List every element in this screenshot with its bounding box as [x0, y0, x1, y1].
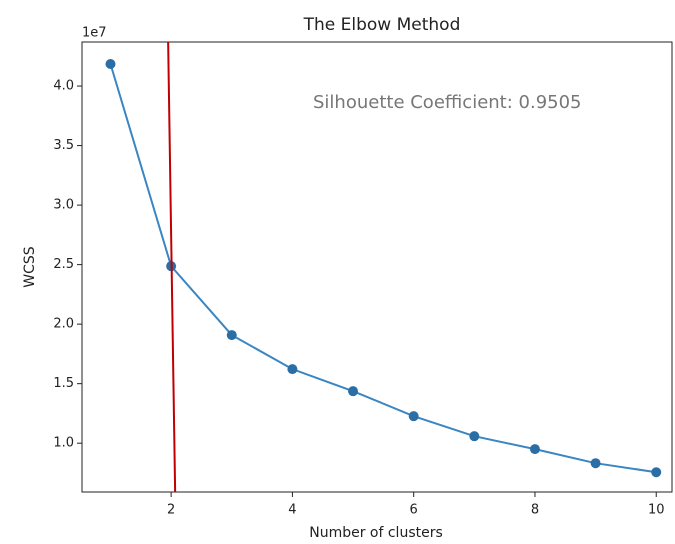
series-line	[109, 63, 657, 474]
y-tick-label: 1.5	[53, 376, 74, 391]
x-axis-label: Number of clusters	[309, 525, 443, 541]
x-tick-label: 6	[410, 503, 418, 518]
x-tick-label: 8	[531, 503, 539, 518]
point	[469, 431, 480, 442]
y-axis-label: WCSS	[22, 246, 38, 288]
chart-title: The Elbow Method	[303, 15, 461, 35]
y-tick-label: 3.5	[53, 138, 74, 153]
point	[226, 330, 237, 341]
x-tick-label: 2	[167, 503, 175, 518]
annotation: Silhouette Coefficient: 0.9505	[313, 92, 582, 113]
point	[651, 467, 662, 478]
y-tick-label: 4.0	[53, 79, 74, 94]
point	[408, 411, 419, 422]
y-tick-label: 3.0	[53, 198, 74, 213]
x-tick-label: 4	[288, 503, 296, 518]
y-tick-label: 2.0	[53, 317, 74, 332]
point	[287, 364, 298, 375]
point	[105, 59, 116, 70]
x-tick-label: 10	[648, 503, 665, 518]
point	[529, 444, 540, 455]
vertical-line	[167, 41, 177, 493]
plot-frame	[81, 41, 673, 493]
y-offset-label: 1e7	[82, 26, 107, 41]
y-tick-label: 1.0	[53, 436, 74, 451]
point	[590, 458, 601, 469]
point	[348, 386, 359, 397]
y-tick-label: 2.5	[53, 257, 74, 272]
